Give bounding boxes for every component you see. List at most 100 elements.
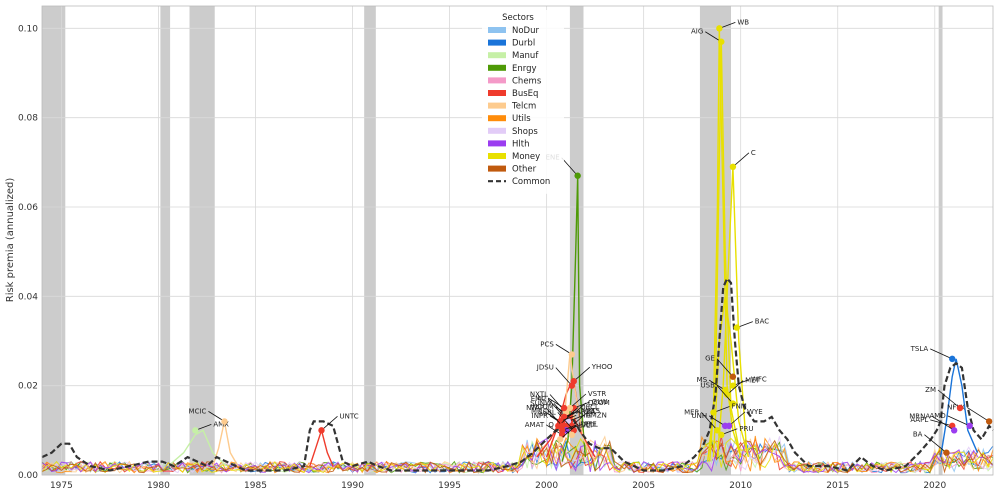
annotation-label: AMD (929, 412, 945, 420)
annotation-label: DIG (578, 411, 591, 419)
annotation-label: AMAT (525, 421, 545, 429)
legend-swatch-enrgy (488, 64, 506, 71)
annotation-label: LU (537, 394, 546, 402)
annotation-label: UNH (692, 412, 708, 420)
legend-swatch-hlth (488, 140, 506, 147)
annotation-leader (931, 415, 955, 431)
x-tick-label: 2020 (923, 481, 946, 491)
annotation-leader (561, 157, 578, 176)
recession-band (42, 6, 66, 475)
annotation-label: PRU (739, 425, 753, 433)
y-tick-label: 0.04 (18, 292, 38, 302)
annotation-marker (558, 427, 566, 434)
legend-label-other: Other (512, 165, 537, 175)
annotation-label: AAPL (910, 416, 928, 424)
annotation-marker (568, 431, 576, 438)
annotation-leader (924, 434, 947, 453)
annotation-marker (221, 418, 228, 425)
annotation-marker (560, 413, 568, 421)
annotation-marker (729, 382, 737, 389)
annotation-leader (547, 398, 565, 418)
annotation-label: JDSU (536, 364, 554, 372)
legend-swatch-nodur (488, 27, 506, 33)
x-tick-label: 1995 (438, 481, 461, 491)
annotation-label: UNTC (339, 412, 358, 420)
y-tick-label: 0.06 (18, 203, 38, 213)
annotation-label: BA (913, 431, 923, 439)
annotation-marker (558, 422, 566, 430)
annotation-label: PFE (584, 420, 597, 428)
plot-frame (41, 5, 994, 476)
annotation-marker (985, 418, 993, 425)
annotation-leader (947, 415, 970, 427)
annotation-marker (716, 25, 723, 32)
annotation-marker (568, 382, 576, 389)
annotation-label: MER (684, 408, 699, 416)
legend-swatch-buseq (488, 90, 506, 96)
sector-line-hlth (41, 437, 994, 474)
annotation-marker (723, 391, 731, 398)
annotation-label: MCIC (189, 407, 207, 415)
annotation-marker (192, 427, 199, 434)
annotation-leader (573, 366, 591, 382)
annotation-marker (733, 324, 741, 331)
annotation-label: MU (531, 407, 542, 415)
y-tick-label: 0.10 (18, 24, 38, 34)
annotation-marker (729, 400, 737, 407)
annotation-label: NXTL (530, 390, 548, 398)
annotation-label: NFLX (947, 403, 965, 411)
annotation-marker (956, 404, 964, 412)
annotation-leader (937, 389, 961, 409)
annotation-label: ORCL (580, 403, 599, 411)
annotation-marker (718, 431, 725, 438)
annotation-leader (716, 385, 734, 404)
legend-label-chems: Chems (512, 76, 542, 86)
x-tick-label: 2000 (535, 481, 558, 491)
annotation-leader (716, 358, 734, 377)
annotation-label: EMC (531, 395, 546, 403)
annotation-leader (732, 152, 750, 168)
annotation-leader (930, 419, 953, 427)
sector-spike-durbl (939, 358, 979, 458)
recession-band (364, 6, 376, 475)
legend-label-durbl: Durbl (512, 39, 535, 49)
annotation-marker (966, 422, 973, 430)
annotation-label: C (751, 149, 756, 157)
annotation-leader (571, 411, 589, 427)
legend-label-nodur: NoDur (512, 26, 539, 36)
annotation-label: GLW (592, 398, 608, 406)
x-tick-label: 1975 (50, 481, 73, 491)
annotation-marker (950, 427, 958, 434)
legend: Sectors NoDur Durbl Manuf Enrgy Chems BusEq Tel… (482, 10, 564, 194)
annotation-leader (966, 407, 990, 422)
sector-line-other (41, 439, 994, 474)
annotation-label: SEBL (538, 408, 556, 416)
axes: 1975 1980 1985 1990 1995 2000 2005 2010 2015 2020… (18, 5, 994, 491)
x-tick-label: 2010 (729, 481, 752, 491)
annotation-leader (545, 407, 563, 427)
annotation-leader (930, 348, 953, 360)
common-series (41, 276, 994, 472)
common-line (41, 276, 994, 472)
annotation-marker (718, 38, 725, 45)
annotation-marker (949, 355, 956, 363)
annotation-label: NTAP (526, 404, 544, 412)
annotation-marker (560, 404, 568, 412)
legend-label-hlth: Hlth (512, 139, 529, 149)
legend-swatch-manuf (488, 52, 506, 59)
annotation-label: YHOO (591, 363, 613, 371)
sector-spike-money (716, 166, 748, 458)
annotation-marker (318, 427, 325, 434)
annotation-marker (556, 436, 564, 443)
annotation-label: WCOM (530, 403, 553, 411)
x-tick-label: 2005 (632, 481, 655, 491)
legend-label-utils: Utils (512, 114, 531, 124)
recession-band (160, 6, 171, 475)
annotation-label: LVLT (578, 421, 594, 429)
legend-swatch-shops (488, 127, 506, 134)
annotation-label: Q (548, 421, 554, 429)
legend-swatch-telcm (488, 102, 506, 109)
annotation-label: FNM (732, 402, 747, 410)
legend-swatch-chems (488, 77, 506, 84)
